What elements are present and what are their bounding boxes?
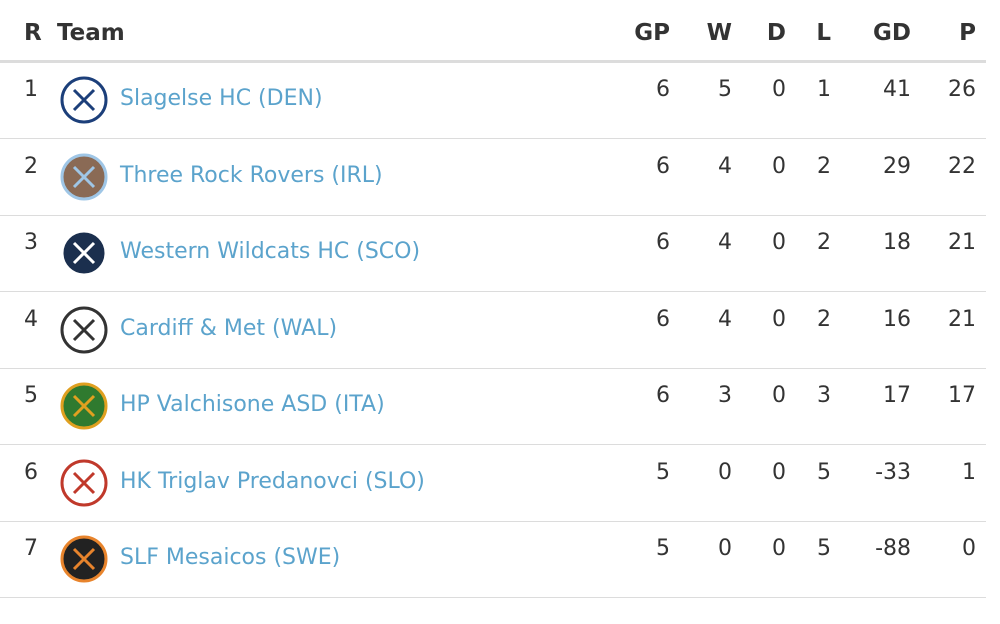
stat: 3 xyxy=(718,383,732,408)
stat: 0 xyxy=(772,307,786,332)
row-rule xyxy=(0,444,986,445)
stat: 41 xyxy=(883,77,911,102)
team-logo xyxy=(60,229,108,277)
stat: 17 xyxy=(883,383,911,408)
team-name[interactable]: Cardiff & Met (WAL) xyxy=(120,316,338,341)
team-logo xyxy=(60,459,108,507)
stat: 17 xyxy=(948,383,976,408)
row-rule xyxy=(0,215,986,216)
stat: 6 xyxy=(656,230,670,255)
stat: 5 xyxy=(817,460,831,485)
header-rule xyxy=(0,60,986,63)
stat: 0 xyxy=(772,154,786,179)
rank: 6 xyxy=(24,460,38,485)
team-logo xyxy=(60,382,108,430)
row-rule xyxy=(0,138,986,139)
column-header: R xyxy=(24,20,42,46)
stat: 2 xyxy=(817,154,831,179)
rank: 5 xyxy=(24,383,38,408)
stat: -88 xyxy=(875,536,911,561)
stat: 3 xyxy=(817,383,831,408)
stat: 6 xyxy=(656,77,670,102)
rank: 2 xyxy=(24,154,38,179)
stat: 2 xyxy=(817,230,831,255)
team-name[interactable]: SLF Mesaicos (SWE) xyxy=(120,545,341,570)
column-header: W xyxy=(706,20,732,46)
column-header: L xyxy=(816,20,831,46)
team-name[interactable]: HK Triglav Predanovci (SLO) xyxy=(120,469,425,494)
stat: 4 xyxy=(718,307,732,332)
team-name[interactable]: Western Wildcats HC (SCO) xyxy=(120,239,421,264)
row-rule xyxy=(0,597,986,598)
rank: 7 xyxy=(24,536,38,561)
stat: 26 xyxy=(948,77,976,102)
stat: 21 xyxy=(948,307,976,332)
team-logo xyxy=(60,153,108,201)
row-rule xyxy=(0,368,986,369)
stat: 5 xyxy=(817,536,831,561)
stat: 5 xyxy=(656,536,670,561)
column-header: D xyxy=(766,20,786,46)
team-name[interactable]: Three Rock Rovers (IRL) xyxy=(120,163,383,188)
stat: 22 xyxy=(948,154,976,179)
stat: 0 xyxy=(772,230,786,255)
column-header: GP xyxy=(634,20,670,46)
rank: 1 xyxy=(24,77,38,102)
stat: 0 xyxy=(718,536,732,561)
stat: 0 xyxy=(772,77,786,102)
stat: 5 xyxy=(718,77,732,102)
stat: 1 xyxy=(817,77,831,102)
rank: 4 xyxy=(24,307,38,332)
stat: 16 xyxy=(883,307,911,332)
stat: 6 xyxy=(656,307,670,332)
stat: -33 xyxy=(875,460,911,485)
stat: 21 xyxy=(948,230,976,255)
team-logo xyxy=(60,306,108,354)
stat: 0 xyxy=(772,383,786,408)
rank: 3 xyxy=(24,230,38,255)
stat: 5 xyxy=(656,460,670,485)
row-rule xyxy=(0,291,986,292)
column-header: Team xyxy=(57,20,125,46)
team-name[interactable]: Slagelse HC (DEN) xyxy=(120,86,323,111)
row-rule xyxy=(0,521,986,522)
stat: 6 xyxy=(656,383,670,408)
stat: 6 xyxy=(656,154,670,179)
team-logo xyxy=(60,535,108,583)
stat: 0 xyxy=(962,536,976,561)
stat: 18 xyxy=(883,230,911,255)
column-header: GD xyxy=(873,20,911,46)
stat: 4 xyxy=(718,154,732,179)
stat: 2 xyxy=(817,307,831,332)
stat: 4 xyxy=(718,230,732,255)
team-logo xyxy=(60,76,108,124)
stat: 0 xyxy=(772,536,786,561)
stat: 0 xyxy=(718,460,732,485)
column-header: P xyxy=(959,20,976,46)
stat: 0 xyxy=(772,460,786,485)
standings-table: R Team GP W D L GD P 1 Slagelse HC (DEN) 6 5 0 1 41 26 2… xyxy=(0,20,986,598)
stat: 1 xyxy=(962,460,976,485)
stat: 29 xyxy=(883,154,911,179)
team-name[interactable]: HP Valchisone ASD (ITA) xyxy=(120,392,385,417)
